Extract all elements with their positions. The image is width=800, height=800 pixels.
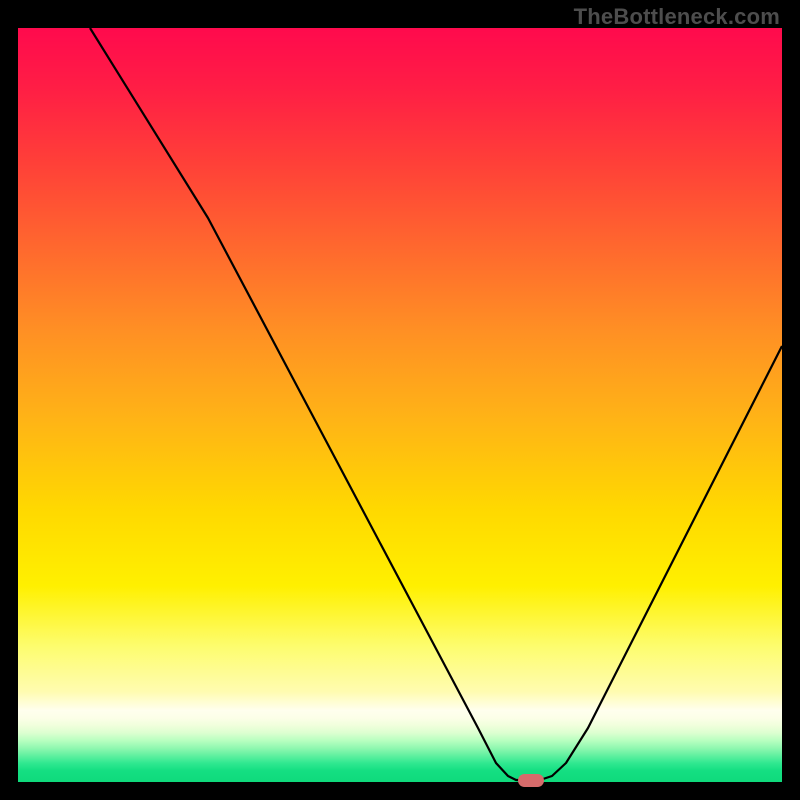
bottleneck-curve xyxy=(18,28,782,782)
chart-frame: TheBottleneck.com xyxy=(0,0,800,800)
optimal-marker xyxy=(518,774,544,787)
plot-area xyxy=(18,28,782,782)
watermark-text: TheBottleneck.com xyxy=(574,4,780,30)
curve-path xyxy=(90,28,782,780)
